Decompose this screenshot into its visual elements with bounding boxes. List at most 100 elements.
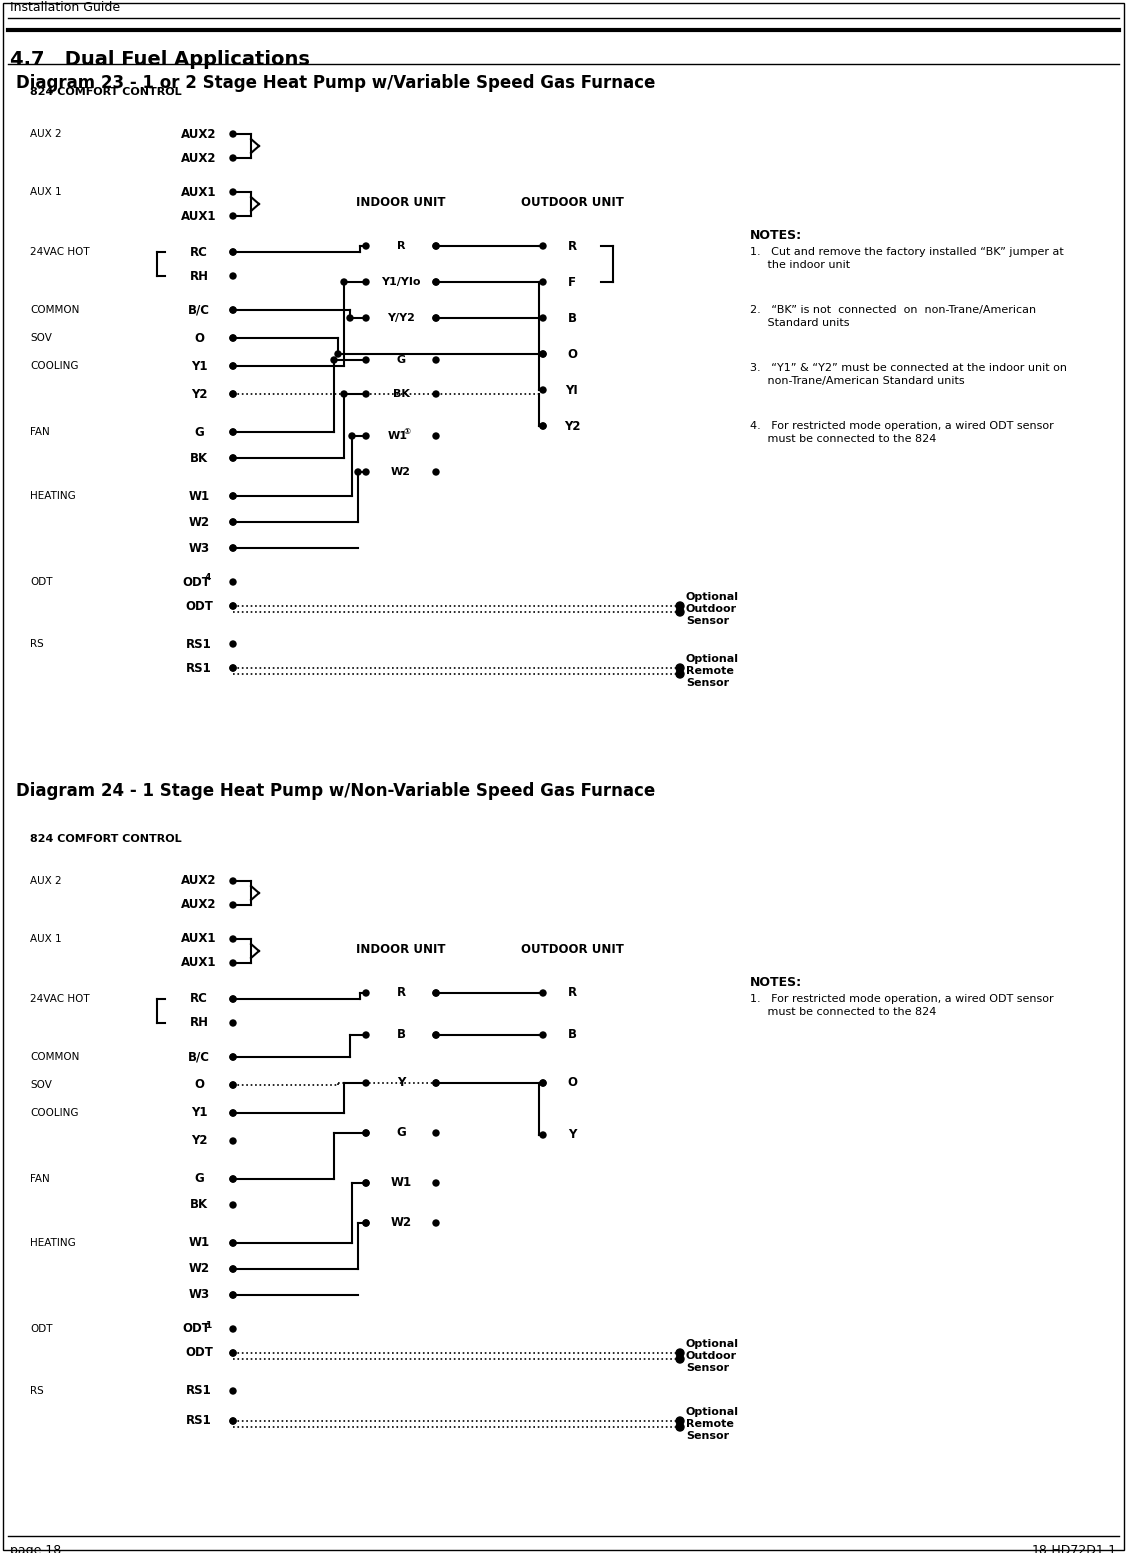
- Bar: [165, 657, 233, 679]
- Circle shape: [540, 315, 545, 321]
- Text: Y1/YIo: Y1/YIo: [381, 276, 420, 287]
- Bar: [165, 300, 233, 321]
- Text: ODT: ODT: [30, 578, 53, 587]
- Circle shape: [331, 357, 337, 363]
- Text: BK: BK: [392, 388, 409, 399]
- Bar: [165, 182, 233, 203]
- Circle shape: [433, 989, 440, 995]
- Circle shape: [676, 1350, 684, 1357]
- Bar: [25, 106, 325, 735]
- Text: INDOOR UNIT: INDOOR UNIT: [356, 943, 446, 957]
- Circle shape: [230, 1082, 236, 1089]
- Text: ①: ①: [403, 427, 410, 436]
- Bar: [529, 975, 615, 1186]
- Text: HEATING: HEATING: [30, 491, 76, 502]
- Circle shape: [230, 1176, 236, 1182]
- Circle shape: [230, 248, 236, 255]
- Text: O: O: [567, 1076, 577, 1090]
- Circle shape: [230, 641, 236, 648]
- Bar: [366, 349, 436, 371]
- Text: RS: RS: [30, 1385, 44, 1396]
- Bar: [165, 447, 233, 469]
- Text: W3: W3: [188, 542, 210, 554]
- Circle shape: [540, 989, 545, 995]
- Text: RS1: RS1: [186, 637, 212, 651]
- Circle shape: [230, 1138, 236, 1145]
- Circle shape: [230, 1266, 236, 1272]
- Circle shape: [230, 248, 236, 255]
- Text: 4.   For restricted mode operation, a wired ODT sensor
     must be connected to: 4. For restricted mode operation, a wire…: [749, 421, 1054, 444]
- Circle shape: [341, 391, 347, 398]
- Text: R: R: [567, 239, 577, 253]
- Circle shape: [433, 1079, 440, 1086]
- Text: NOTES:: NOTES:: [749, 228, 802, 242]
- Circle shape: [230, 1418, 236, 1424]
- Circle shape: [230, 1020, 236, 1027]
- Circle shape: [230, 665, 236, 671]
- Bar: [165, 241, 233, 262]
- Text: 824 COMFORT CONTROL: 824 COMFORT CONTROL: [30, 834, 181, 843]
- Bar: [366, 1173, 436, 1194]
- Circle shape: [230, 429, 236, 435]
- Text: Optional
Remote
Sensor: Optional Remote Sensor: [686, 654, 739, 688]
- Text: G: G: [194, 426, 204, 438]
- Text: OUTDOOR UNIT: OUTDOOR UNIT: [521, 196, 623, 210]
- Bar: [366, 307, 436, 329]
- Circle shape: [230, 665, 236, 671]
- Circle shape: [349, 433, 355, 439]
- Bar: [165, 123, 233, 144]
- Circle shape: [540, 242, 545, 248]
- Text: BK: BK: [190, 1199, 208, 1211]
- Text: OUTDOOR UNIT: OUTDOOR UNIT: [521, 943, 623, 957]
- Text: W2: W2: [188, 516, 210, 528]
- Circle shape: [540, 422, 545, 429]
- Circle shape: [433, 315, 440, 321]
- Circle shape: [230, 391, 236, 398]
- Bar: [353, 228, 449, 609]
- Circle shape: [433, 1079, 440, 1086]
- Circle shape: [230, 1239, 236, 1246]
- Circle shape: [230, 1266, 236, 1272]
- Text: 4.7   Dual Fuel Applications: 4.7 Dual Fuel Applications: [10, 50, 310, 68]
- Bar: [366, 1072, 436, 1093]
- Text: 24VAC HOT: 24VAC HOT: [30, 994, 90, 1003]
- Text: RS1: RS1: [186, 662, 212, 674]
- Circle shape: [355, 469, 361, 475]
- Text: R: R: [567, 986, 577, 1000]
- Circle shape: [676, 669, 684, 679]
- Bar: [165, 634, 233, 655]
- Circle shape: [363, 1221, 369, 1225]
- Text: AUX1: AUX1: [181, 210, 216, 222]
- Text: G: G: [194, 1173, 204, 1185]
- Circle shape: [230, 1176, 236, 1182]
- Text: F: F: [568, 275, 576, 289]
- Bar: [165, 1342, 233, 1364]
- Circle shape: [676, 603, 684, 610]
- Text: W2: W2: [188, 1263, 210, 1275]
- Circle shape: [363, 1180, 369, 1186]
- Text: COMMON: COMMON: [30, 1051, 79, 1062]
- Circle shape: [230, 603, 236, 609]
- Circle shape: [335, 351, 341, 357]
- Text: AUX 1: AUX 1: [30, 933, 62, 944]
- Text: O: O: [194, 1078, 204, 1092]
- Circle shape: [230, 1418, 236, 1424]
- Text: ODT: ODT: [30, 1325, 53, 1334]
- Text: AUX 2: AUX 2: [30, 876, 62, 887]
- Text: HEATING: HEATING: [30, 1238, 76, 1249]
- Circle shape: [540, 1033, 545, 1037]
- Bar: [543, 343, 601, 365]
- Bar: [366, 981, 436, 1003]
- Bar: [8, 773, 1119, 1539]
- Bar: [366, 235, 436, 256]
- Bar: [543, 415, 601, 436]
- Text: Y/Y2: Y/Y2: [387, 314, 415, 323]
- Text: R: R: [397, 241, 406, 252]
- Bar: [165, 988, 233, 1009]
- Bar: [366, 461, 436, 483]
- Circle shape: [363, 280, 369, 286]
- Bar: [165, 870, 233, 891]
- Bar: [165, 929, 233, 950]
- Circle shape: [230, 492, 236, 499]
- Bar: [366, 1121, 436, 1145]
